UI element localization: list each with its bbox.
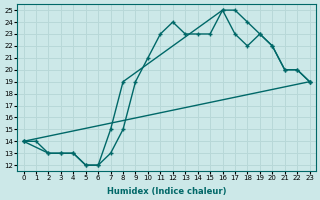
- X-axis label: Humidex (Indice chaleur): Humidex (Indice chaleur): [107, 187, 226, 196]
